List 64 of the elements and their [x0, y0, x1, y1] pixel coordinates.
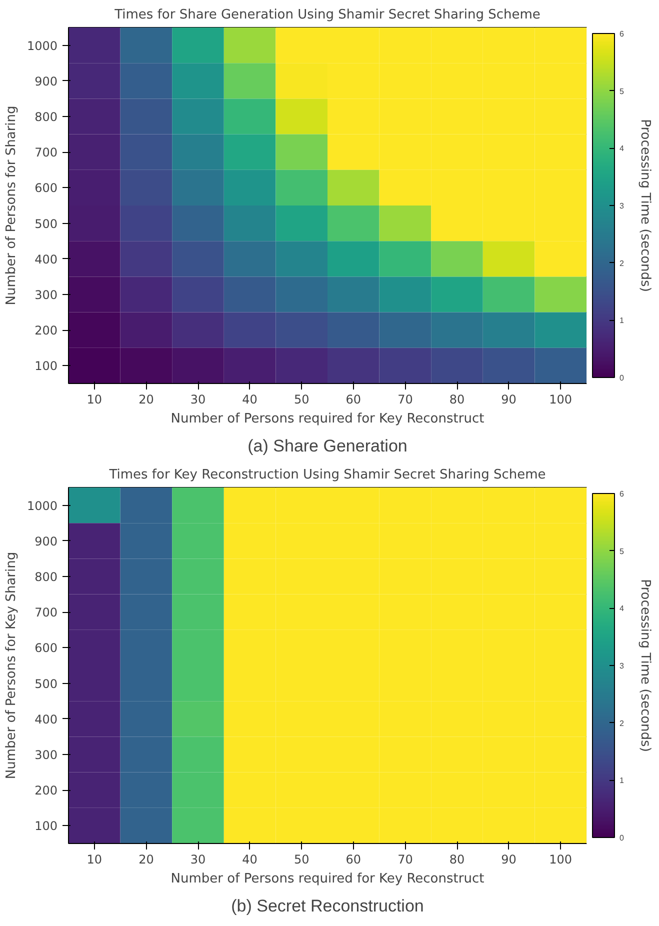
x-axis-title: Number of Persons required for Key Reconstruct	[170, 872, 484, 886]
y-tick-label: 1000	[26, 38, 58, 53]
x-tick-label: 70	[398, 392, 413, 406]
y-tick-label: 400	[34, 252, 58, 266]
x-tick-label: 10	[86, 852, 102, 866]
y-tick-label: 200	[34, 784, 58, 798]
y-tick-label: 600	[34, 181, 58, 196]
y-tick-label: 600	[34, 641, 58, 656]
color-bar-label: 3	[620, 662, 624, 670]
y-tick-label: 700	[34, 146, 58, 160]
y-tick-label: 300	[34, 288, 58, 302]
color-bar-label: 6	[620, 30, 624, 38]
y-tick-label: 800	[34, 110, 58, 124]
x-tick-label: 90	[501, 392, 516, 406]
x-tick-label: 60	[346, 852, 362, 866]
y-axis-title: Number of Persons for Sharing	[4, 106, 19, 306]
y-tick-label: 300	[34, 748, 58, 762]
color-bar-label: 4	[620, 144, 624, 154]
color-bar-label: 5	[620, 546, 624, 556]
text: (a) Share Generation	[248, 436, 408, 456]
x-tick-label: 30	[190, 852, 206, 866]
y-tick-label: 900	[34, 74, 58, 88]
y-tick-label: 200	[34, 324, 58, 338]
y-tick-label: 1000	[26, 498, 58, 513]
chart-title: Times for Share Generation Using Shamir Secret Sharing Scheme	[114, 8, 540, 22]
y-tick-label: 100	[34, 819, 58, 834]
x-tick-label: 100	[549, 852, 572, 866]
x-tick-label: 20	[138, 392, 154, 406]
color-bar-title: Processing Time (seconds)	[638, 579, 652, 752]
color-bar-label: 1	[620, 776, 624, 786]
x-tick-label: 80	[449, 852, 465, 866]
y-tick-label: 700	[34, 606, 58, 620]
color-bar-label: 2	[620, 258, 624, 268]
y-tick-label: 500	[34, 216, 58, 231]
x-tick-label: 60	[346, 392, 362, 406]
color-bar-label: 5	[620, 86, 624, 96]
x-tick-label: 90	[501, 852, 516, 866]
color-bar-label: 4	[620, 604, 624, 614]
color-bar-label: 3	[620, 202, 624, 210]
text: (b) Secret Reconstruction	[231, 896, 424, 916]
x-tick-label: 50	[294, 852, 310, 866]
y-tick-label: 900	[34, 534, 58, 548]
x-tick-label: 40	[242, 852, 258, 866]
color-bar-title: Processing Time (seconds)	[638, 119, 652, 292]
color-bar-label: 6	[620, 490, 624, 498]
y-tick-label: 500	[34, 676, 58, 691]
x-tick-label: 70	[398, 852, 413, 866]
y-axis-title: Number of Persons for Key Sharing	[4, 552, 19, 780]
color-bar-label: 0	[620, 834, 624, 842]
y-tick-label: 800	[34, 570, 58, 584]
color-bar-label: 2	[620, 718, 624, 728]
x-tick-label: 20	[138, 852, 154, 866]
x-axis-title: Number of Persons required for Key Reconstruct	[170, 412, 484, 426]
x-tick-label: 10	[86, 392, 102, 406]
x-tick-label: 80	[449, 392, 465, 406]
x-tick-label: 100	[549, 392, 572, 406]
color-bar-label: 1	[620, 316, 624, 326]
x-tick-label: 50	[294, 392, 310, 406]
x-tick-label: 30	[190, 392, 206, 406]
y-tick-label: 400	[34, 712, 58, 726]
color-bar-label: 0	[620, 374, 624, 382]
x-tick-label: 40	[242, 392, 258, 406]
y-tick-label: 100	[34, 359, 58, 374]
chart-title: Times for Key Reconstruction Using Shamir Secret Sharing Scheme	[108, 468, 546, 482]
